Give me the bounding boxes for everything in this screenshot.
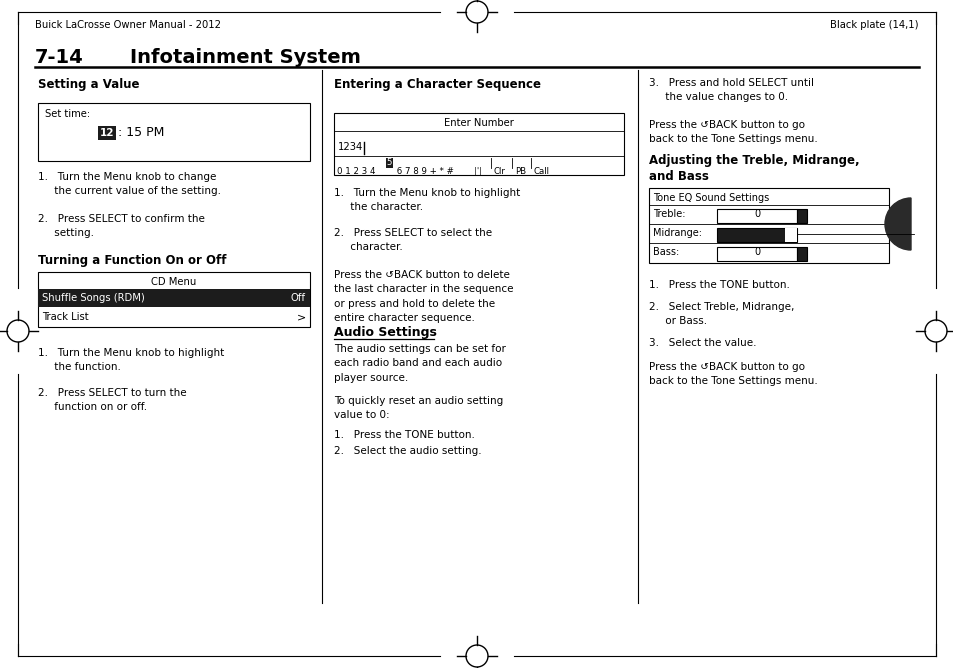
- Text: 0: 0: [753, 248, 760, 257]
- Text: Midrange:: Midrange:: [652, 228, 701, 238]
- Text: Clr: Clr: [494, 167, 505, 176]
- FancyBboxPatch shape: [334, 113, 623, 175]
- Text: Adjusting the Treble, Midrange,: Adjusting the Treble, Midrange,: [648, 154, 859, 167]
- FancyBboxPatch shape: [717, 208, 796, 222]
- Text: 3.   Press and hold SELECT until
     the value changes to 0.: 3. Press and hold SELECT until the value…: [648, 78, 813, 102]
- Text: 2.   Press SELECT to select the
     character.: 2. Press SELECT to select the character.: [334, 228, 492, 253]
- Text: 2.   Press SELECT to turn the
     function on or off.: 2. Press SELECT to turn the function on …: [38, 388, 187, 412]
- FancyBboxPatch shape: [38, 272, 310, 327]
- FancyBboxPatch shape: [717, 246, 796, 261]
- FancyBboxPatch shape: [648, 188, 888, 263]
- FancyBboxPatch shape: [717, 228, 796, 242]
- Text: Turning a Function On or Off: Turning a Function On or Off: [38, 254, 226, 267]
- Text: Black plate (14,1): Black plate (14,1): [830, 20, 918, 30]
- Text: Bass:: Bass:: [652, 248, 679, 257]
- Text: Audio Settings: Audio Settings: [334, 326, 436, 339]
- Text: >: >: [296, 312, 306, 322]
- FancyBboxPatch shape: [38, 103, 310, 161]
- FancyBboxPatch shape: [796, 208, 806, 222]
- Text: PB: PB: [515, 167, 525, 176]
- Text: 6 7 8 9 + * #: 6 7 8 9 + * #: [394, 167, 454, 176]
- Text: Setting a Value: Setting a Value: [38, 78, 139, 91]
- Text: 1234: 1234: [337, 142, 363, 152]
- Text: Enter Number: Enter Number: [443, 118, 514, 128]
- Text: 1.   Press the TONE button.: 1. Press the TONE button.: [334, 430, 475, 440]
- Text: Treble:: Treble:: [652, 210, 685, 220]
- Text: 0: 0: [753, 210, 760, 220]
- Text: Infotainment System: Infotainment System: [130, 48, 360, 67]
- Text: Press the ↺BACK button to go
back to the Tone Settings menu.: Press the ↺BACK button to go back to the…: [648, 120, 817, 144]
- FancyBboxPatch shape: [784, 228, 796, 242]
- Text: 1.   Press the TONE button.: 1. Press the TONE button.: [648, 280, 789, 290]
- Text: The audio settings can be set for
each radio band and each audio
player source.: The audio settings can be set for each r…: [334, 344, 505, 383]
- Text: 3.   Select the value.: 3. Select the value.: [648, 338, 756, 348]
- Text: Set time:: Set time:: [45, 109, 90, 119]
- Text: Tone EQ Sound Settings: Tone EQ Sound Settings: [652, 193, 768, 203]
- Text: 1.   Turn the Menu knob to change
     the current value of the setting.: 1. Turn the Menu knob to change the curr…: [38, 172, 221, 196]
- Text: 2.   Press SELECT to confirm the
     setting.: 2. Press SELECT to confirm the setting.: [38, 214, 205, 238]
- Text: Off: Off: [291, 293, 306, 303]
- Text: To quickly reset an audio setting
value to 0:: To quickly reset an audio setting value …: [334, 396, 503, 420]
- Text: Shuffle Songs (RDM): Shuffle Songs (RDM): [42, 293, 145, 303]
- Text: 1.   Turn the Menu knob to highlight
     the function.: 1. Turn the Menu knob to highlight the f…: [38, 348, 224, 372]
- Text: 5: 5: [386, 158, 392, 168]
- Text: 0 1 2 3 4: 0 1 2 3 4: [336, 167, 377, 176]
- Text: Buick LaCrosse Owner Manual - 2012: Buick LaCrosse Owner Manual - 2012: [35, 20, 221, 30]
- Text: Press the ↺BACK button to delete
the last character in the sequence
or press and: Press the ↺BACK button to delete the las…: [334, 270, 513, 323]
- Text: |'|: |'|: [472, 167, 481, 176]
- FancyBboxPatch shape: [796, 246, 806, 261]
- Text: 2.   Select Treble, Midrange,
     or Bass.: 2. Select Treble, Midrange, or Bass.: [648, 302, 794, 327]
- Text: 2.   Select the audio setting.: 2. Select the audio setting.: [334, 446, 481, 456]
- Text: Track List: Track List: [42, 312, 89, 322]
- FancyBboxPatch shape: [38, 289, 310, 307]
- Text: Call: Call: [534, 167, 550, 176]
- FancyBboxPatch shape: [98, 126, 116, 140]
- Wedge shape: [884, 198, 910, 250]
- Text: Press the ↺BACK button to go
back to the Tone Settings menu.: Press the ↺BACK button to go back to the…: [648, 362, 817, 386]
- Text: Entering a Character Sequence: Entering a Character Sequence: [334, 78, 540, 91]
- Text: CD Menu: CD Menu: [152, 277, 196, 287]
- Text: : 15 PM: : 15 PM: [118, 126, 164, 140]
- Text: 7-14: 7-14: [35, 48, 84, 67]
- Text: 1.   Turn the Menu knob to highlight
     the character.: 1. Turn the Menu knob to highlight the c…: [334, 188, 519, 212]
- FancyBboxPatch shape: [386, 158, 393, 168]
- Text: 12: 12: [100, 128, 114, 138]
- Text: and Bass: and Bass: [648, 170, 708, 183]
